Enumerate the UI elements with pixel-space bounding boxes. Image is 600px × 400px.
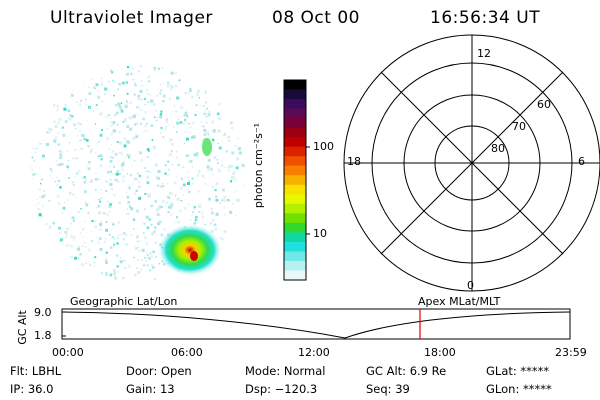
lat-label-60: 60 <box>537 98 551 111</box>
auroral-oval-bright-spot <box>158 224 222 276</box>
mlt-label-12: 12 <box>477 47 491 60</box>
status-door: Door: Open <box>126 364 192 378</box>
status-dsp: Dsp: −120.3 <box>245 382 318 396</box>
colorbar-gradient <box>284 80 306 281</box>
timeline-xtick-1200: 12:00 <box>298 346 330 359</box>
colorbar-tick-10: 10 <box>313 227 327 240</box>
colorbar-tick-100: 100 <box>313 140 334 153</box>
status-glat: GLat: ***** <box>486 364 550 378</box>
lat-label-70: 70 <box>512 120 526 133</box>
mlt-label-6: 6 <box>578 155 585 168</box>
polar-diagonal-2 <box>380 71 564 255</box>
timeline-xtick-2359: 23:59 <box>555 346 587 359</box>
uv-image-disc <box>29 64 245 280</box>
auroral-peak <box>190 251 198 261</box>
status-glon: GLon: ***** <box>486 382 552 396</box>
status-seq: Seq: 39 <box>366 382 410 396</box>
timeline-xtick-0600: 06:00 <box>171 346 203 359</box>
date-label: 08 Oct 00 <box>272 8 360 28</box>
app-title: Ultraviolet Imager <box>50 8 213 28</box>
status-gc-alt: GC Alt: 6.9 Re <box>366 364 447 378</box>
timeline-ytick-bottom: 1.8 <box>34 329 52 342</box>
timeline-ytick-top: 9.0 <box>34 306 52 319</box>
time-label: 16:56:34 UT <box>430 8 541 28</box>
timeline-left-label: Geographic Lat/Lon <box>70 295 178 308</box>
mlt-label-0: 0 <box>467 279 474 292</box>
timeline-right-label: Apex MLat/MLT <box>418 295 501 308</box>
altitude-curve <box>61 311 571 339</box>
timeline-xtick-0000: 00:00 <box>52 346 84 359</box>
mlt-label-18: 18 <box>347 155 361 168</box>
status-mode: Mode: Normal <box>245 364 326 378</box>
auroral-arc-small <box>202 138 212 156</box>
timeline-xtick-1800: 18:00 <box>424 346 456 359</box>
lat-label-80: 80 <box>491 142 505 155</box>
status-gain: Gain: 13 <box>126 382 175 396</box>
status-ip: IP: 36.0 <box>10 382 54 396</box>
status-filter: Flt: LBHL <box>10 364 62 378</box>
